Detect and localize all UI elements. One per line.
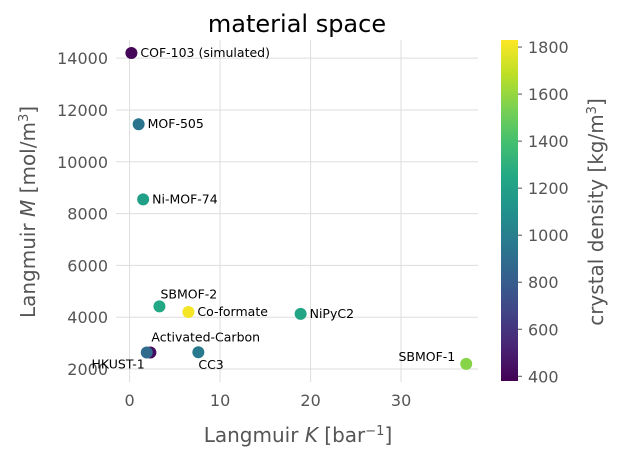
x-tick-label: 10 bbox=[210, 391, 230, 410]
colorbar-tick-label: 400 bbox=[528, 367, 559, 386]
y-tick-label: 2000 bbox=[67, 360, 108, 379]
data-point bbox=[460, 357, 473, 370]
y-tick-label: 8000 bbox=[67, 205, 108, 224]
colorbar-ticks: 400 600 800 1000 1200 1400 1600 1800 bbox=[518, 38, 569, 386]
y-tick-label: 4000 bbox=[67, 308, 108, 327]
colorbar-label: crystal density [kg/m3] bbox=[584, 98, 608, 326]
x-tick-label: 30 bbox=[391, 391, 411, 410]
point-label: HKUST-1 bbox=[91, 356, 144, 371]
point-label: NiPyC2 bbox=[310, 306, 354, 321]
colorbar-tick-label: 600 bbox=[528, 320, 559, 339]
colorbar-tick-label: 1200 bbox=[528, 179, 569, 198]
data-point bbox=[182, 306, 195, 319]
data-point bbox=[125, 46, 138, 59]
data-point bbox=[192, 346, 205, 359]
point-labels: COF-103 (simulated) MOF-505 Ni-MOF-74 SBMOF… bbox=[91, 45, 455, 372]
data-point bbox=[132, 118, 145, 131]
point-label: Ni-MOF-74 bbox=[152, 191, 218, 206]
colorbar-tick-label: 1000 bbox=[528, 226, 569, 245]
y-axis-label: Langmuir M [mol/m3] bbox=[16, 106, 40, 318]
point-label: COF-103 (simulated) bbox=[140, 45, 270, 60]
point-label: SBMOF-2 bbox=[160, 286, 217, 301]
colorbar-tick-label: 1600 bbox=[528, 85, 569, 104]
point-label: Co-formate bbox=[197, 304, 268, 319]
y-tick-label: 14000 bbox=[57, 49, 108, 68]
y-tick-label: 10000 bbox=[57, 153, 108, 172]
y-axis-ticks: 2000 4000 6000 8000 10000 12000 14000 bbox=[57, 49, 108, 379]
point-label: SBMOF-1 bbox=[398, 349, 455, 364]
y-tick-label: 12000 bbox=[57, 101, 108, 120]
data-point bbox=[137, 193, 150, 206]
data-point bbox=[294, 307, 307, 320]
data-point bbox=[140, 346, 153, 359]
point-label: MOF-505 bbox=[148, 116, 204, 131]
colorbar bbox=[501, 40, 518, 381]
chart-title: material space bbox=[208, 10, 386, 38]
point-label: Activated-Carbon bbox=[151, 329, 260, 344]
x-tick-label: 0 bbox=[124, 391, 134, 410]
colorbar-tick-label: 1400 bbox=[528, 132, 569, 151]
colorbar-tick-label: 1800 bbox=[528, 38, 569, 57]
data-point bbox=[153, 300, 166, 313]
colorbar-tick-label: 800 bbox=[528, 273, 559, 292]
y-tick-label: 6000 bbox=[67, 256, 108, 275]
data-points bbox=[125, 46, 473, 370]
x-tick-label: 20 bbox=[300, 391, 320, 410]
point-label: CC3 bbox=[198, 357, 223, 372]
x-axis-label: Langmuir K [bar−1] bbox=[204, 423, 393, 447]
x-axis-ticks: 0 10 20 30 bbox=[124, 391, 411, 410]
